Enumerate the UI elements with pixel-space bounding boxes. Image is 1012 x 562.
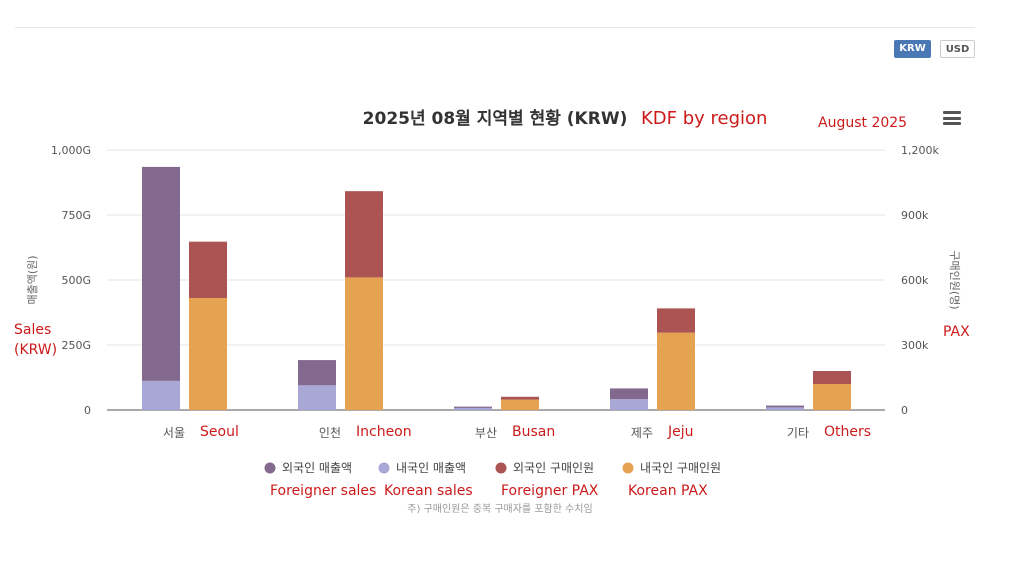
legend-swatch [495,462,507,474]
legend-label: 내국인 구매인원 [640,461,721,475]
y-right-tick-label: 900k [901,209,929,222]
y-left-tick-label: 750G [61,209,91,222]
bar-sales-foreigner [766,405,804,408]
y-left-tick-label: 250G [61,339,91,352]
bar-pax-korean [345,277,383,410]
legend-label: 내국인 매출액 [396,461,466,475]
x-tick-annotation: Incheon [356,424,412,440]
legend-annotation: Foreigner PAX [501,483,599,499]
currency-krw-button[interactable]: KRW [894,40,931,58]
y-right-tick-label: 0 [901,404,908,417]
bar-pax-foreigner [189,241,227,298]
hamburger-menu-icon[interactable] [943,111,961,125]
y-left-axis-title: 매출액(원) [26,255,39,304]
legend-label: 외국인 구매인원 [513,461,594,475]
x-tick-annotation: Busan [512,424,555,440]
bar-sales-foreigner [454,406,492,408]
bar-sales-korean [142,380,180,410]
bar-pax-foreigner [345,191,383,278]
y-left-tick-label: 500G [61,274,91,287]
x-tick-annotation: Others [824,424,871,440]
currency-usd-button[interactable]: USD [940,40,975,58]
bar-pax-korean [189,297,227,410]
legend-swatch [264,462,276,474]
y-left-tick-label: 1,000G [51,144,91,157]
bar-pax-korean [813,384,851,410]
title-annotation: KDF by region [641,108,767,129]
legend-swatch [378,462,390,474]
y-right-tick-label: 300k [901,339,929,352]
legend-swatch [622,462,634,474]
legend-annotation: Korean sales [384,483,473,499]
bar-sales-foreigner [610,388,648,400]
x-tick-annotation: Seoul [200,424,239,440]
bar-sales-korean [298,385,336,410]
x-tick-label: 인천 [319,425,341,440]
bar-pax-foreigner [501,396,539,400]
bar-sales-foreigner [298,360,336,386]
x-tick-label: 기타 [787,426,809,440]
left-axis-annotation: (KRW) [14,342,57,358]
right-axis-annotation: PAX [943,324,970,340]
bar-pax-foreigner [813,371,851,384]
y-left-tick-label: 0 [84,404,91,417]
x-tick-annotation: Jeju [667,424,694,440]
top-divider [15,27,975,28]
bar-pax-korean [657,332,695,410]
left-axis-annotation: Sales [14,322,51,338]
y-right-tick-label: 600k [901,274,929,287]
y-right-axis-title: 구매인원(명) [948,250,961,309]
chart-footnote: 주) 구매인원은 중복 구매자를 포함한 수치임 [407,502,592,515]
y-right-tick-label: 1,200k [901,144,939,157]
bar-pax-foreigner [657,308,695,333]
legend-annotation: Foreigner sales [270,483,376,499]
legend-label: 외국인 매출액 [282,461,352,475]
bar-sales-korean [766,407,804,410]
bar-sales-korean [454,407,492,410]
bar-sales-korean [610,399,648,410]
chart-title: 2025년 08월 지역별 현황 (KRW) [363,109,628,129]
x-tick-label: 부산 [475,426,497,440]
period-annotation: August 2025 [818,115,907,131]
legend-annotation: Korean PAX [628,483,708,499]
x-tick-label: 제주 [631,426,653,440]
bar-pax-korean [501,399,539,410]
bar-sales-foreigner [142,166,180,381]
x-tick-label: 서울 [163,426,185,440]
